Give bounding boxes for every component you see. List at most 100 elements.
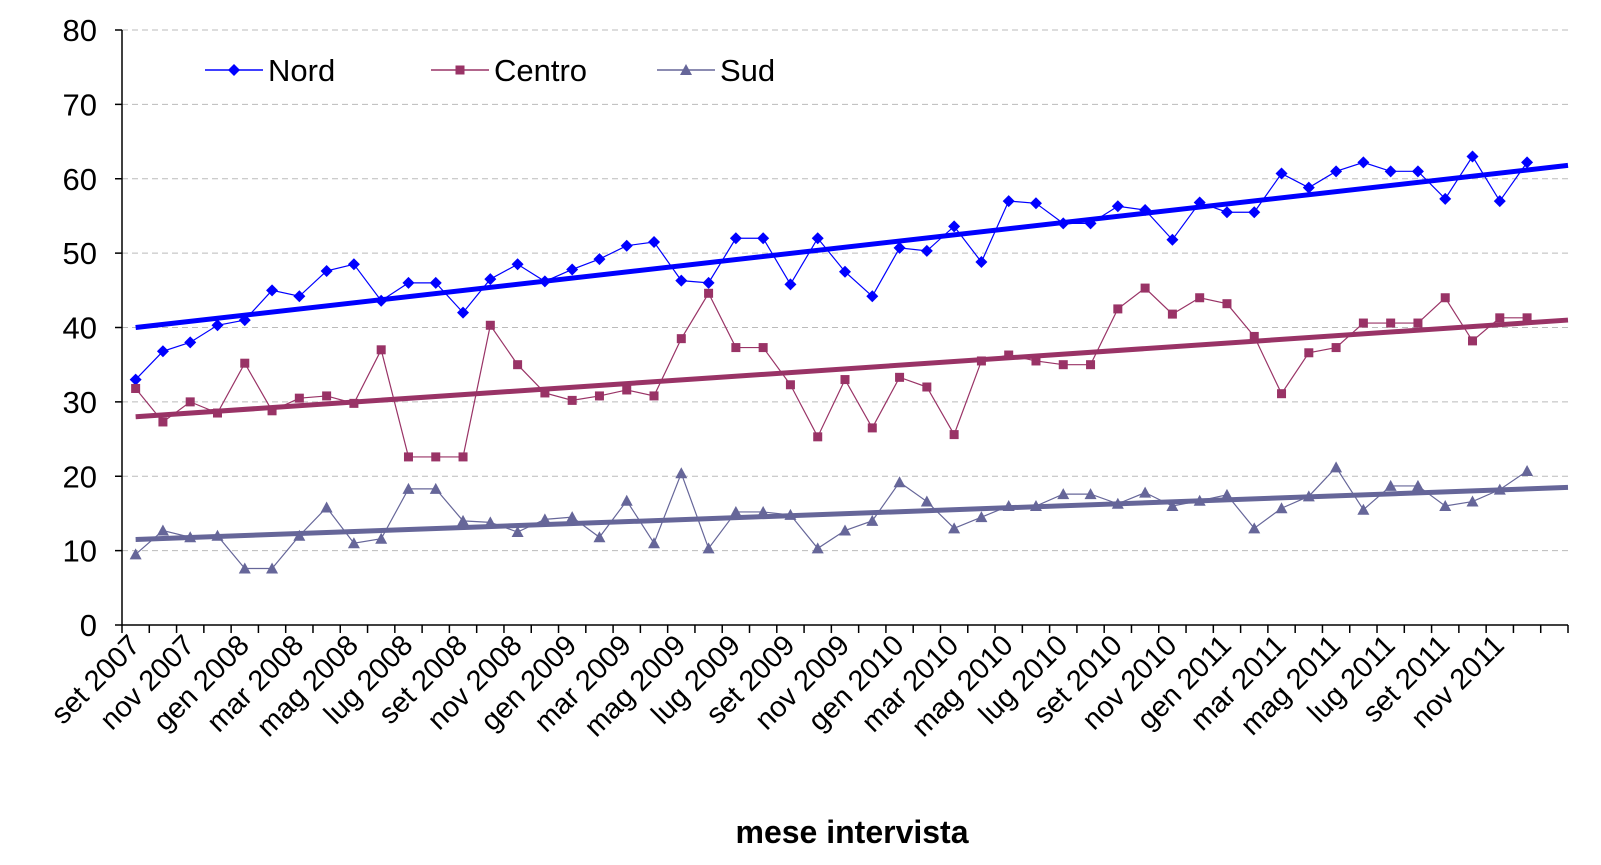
point xyxy=(1331,343,1341,353)
point xyxy=(620,239,633,252)
y-tick-label: 20 xyxy=(63,459,97,494)
point xyxy=(1166,233,1179,246)
point xyxy=(567,395,577,405)
point xyxy=(1222,299,1232,309)
point xyxy=(403,452,413,462)
series-line xyxy=(135,466,1528,570)
point xyxy=(158,417,168,427)
point xyxy=(1058,360,1068,370)
point xyxy=(484,516,497,528)
point xyxy=(455,65,465,75)
point xyxy=(347,537,360,549)
point xyxy=(1358,318,1368,328)
point xyxy=(293,290,306,303)
point xyxy=(920,495,933,507)
point xyxy=(156,524,169,536)
point xyxy=(513,360,523,370)
point xyxy=(1167,309,1177,319)
trend-line xyxy=(135,484,1569,542)
point xyxy=(511,258,524,271)
point xyxy=(211,529,224,541)
point xyxy=(1004,350,1014,360)
point xyxy=(1411,479,1424,491)
point xyxy=(1466,495,1479,507)
point xyxy=(731,343,741,353)
point xyxy=(211,319,224,332)
point xyxy=(1521,156,1534,169)
legend-label: Sud xyxy=(720,53,775,88)
point xyxy=(785,380,795,390)
point xyxy=(376,345,386,355)
point xyxy=(1193,196,1206,209)
point xyxy=(729,505,742,517)
point xyxy=(349,398,359,408)
point xyxy=(975,256,988,269)
point xyxy=(893,476,906,488)
point xyxy=(839,265,851,278)
point xyxy=(757,232,770,245)
point xyxy=(266,284,279,297)
point xyxy=(1302,490,1315,502)
point xyxy=(1411,165,1424,178)
point xyxy=(511,526,524,538)
point xyxy=(1220,488,1233,500)
point xyxy=(1413,318,1423,328)
point xyxy=(948,522,961,534)
point xyxy=(813,432,823,442)
point xyxy=(704,288,714,298)
point xyxy=(322,391,332,401)
point xyxy=(457,514,470,526)
point xyxy=(1302,181,1315,194)
point xyxy=(1357,503,1370,515)
point xyxy=(293,529,306,541)
point xyxy=(1113,304,1123,314)
point xyxy=(238,314,251,327)
point xyxy=(1002,195,1015,208)
point xyxy=(648,537,661,549)
point xyxy=(1193,494,1206,506)
point xyxy=(811,232,824,245)
point xyxy=(920,244,933,257)
point xyxy=(675,274,688,287)
point xyxy=(431,452,441,462)
point xyxy=(1495,313,1505,323)
legend-label: Centro xyxy=(494,53,587,88)
point xyxy=(347,258,360,271)
point xyxy=(1440,293,1450,303)
point xyxy=(784,278,797,291)
point xyxy=(1057,217,1070,230)
point xyxy=(184,531,197,543)
point xyxy=(758,343,768,353)
point xyxy=(680,64,692,75)
point xyxy=(1493,195,1506,208)
point xyxy=(1330,165,1343,178)
point xyxy=(1031,356,1041,366)
point xyxy=(185,397,195,407)
point xyxy=(1086,360,1096,370)
point xyxy=(622,385,632,395)
point xyxy=(757,505,770,517)
y-tick-label: 40 xyxy=(63,311,97,346)
point xyxy=(1277,389,1287,399)
point xyxy=(649,391,659,401)
point xyxy=(1384,165,1397,178)
legend-label: Nord xyxy=(268,53,335,88)
point xyxy=(458,452,468,462)
y-tick-label: 0 xyxy=(80,608,97,643)
point xyxy=(429,276,442,289)
point xyxy=(1057,488,1070,500)
point xyxy=(1439,500,1452,511)
point xyxy=(1002,500,1015,511)
point xyxy=(1275,502,1288,514)
point xyxy=(266,562,279,574)
point xyxy=(922,382,932,392)
point xyxy=(1139,203,1152,216)
y-tick-label: 80 xyxy=(63,13,97,48)
point xyxy=(1111,200,1124,213)
point xyxy=(1275,167,1288,180)
point xyxy=(1521,465,1534,477)
point xyxy=(895,372,905,382)
series-line xyxy=(135,155,1528,380)
point xyxy=(240,358,250,368)
point xyxy=(1249,331,1259,341)
